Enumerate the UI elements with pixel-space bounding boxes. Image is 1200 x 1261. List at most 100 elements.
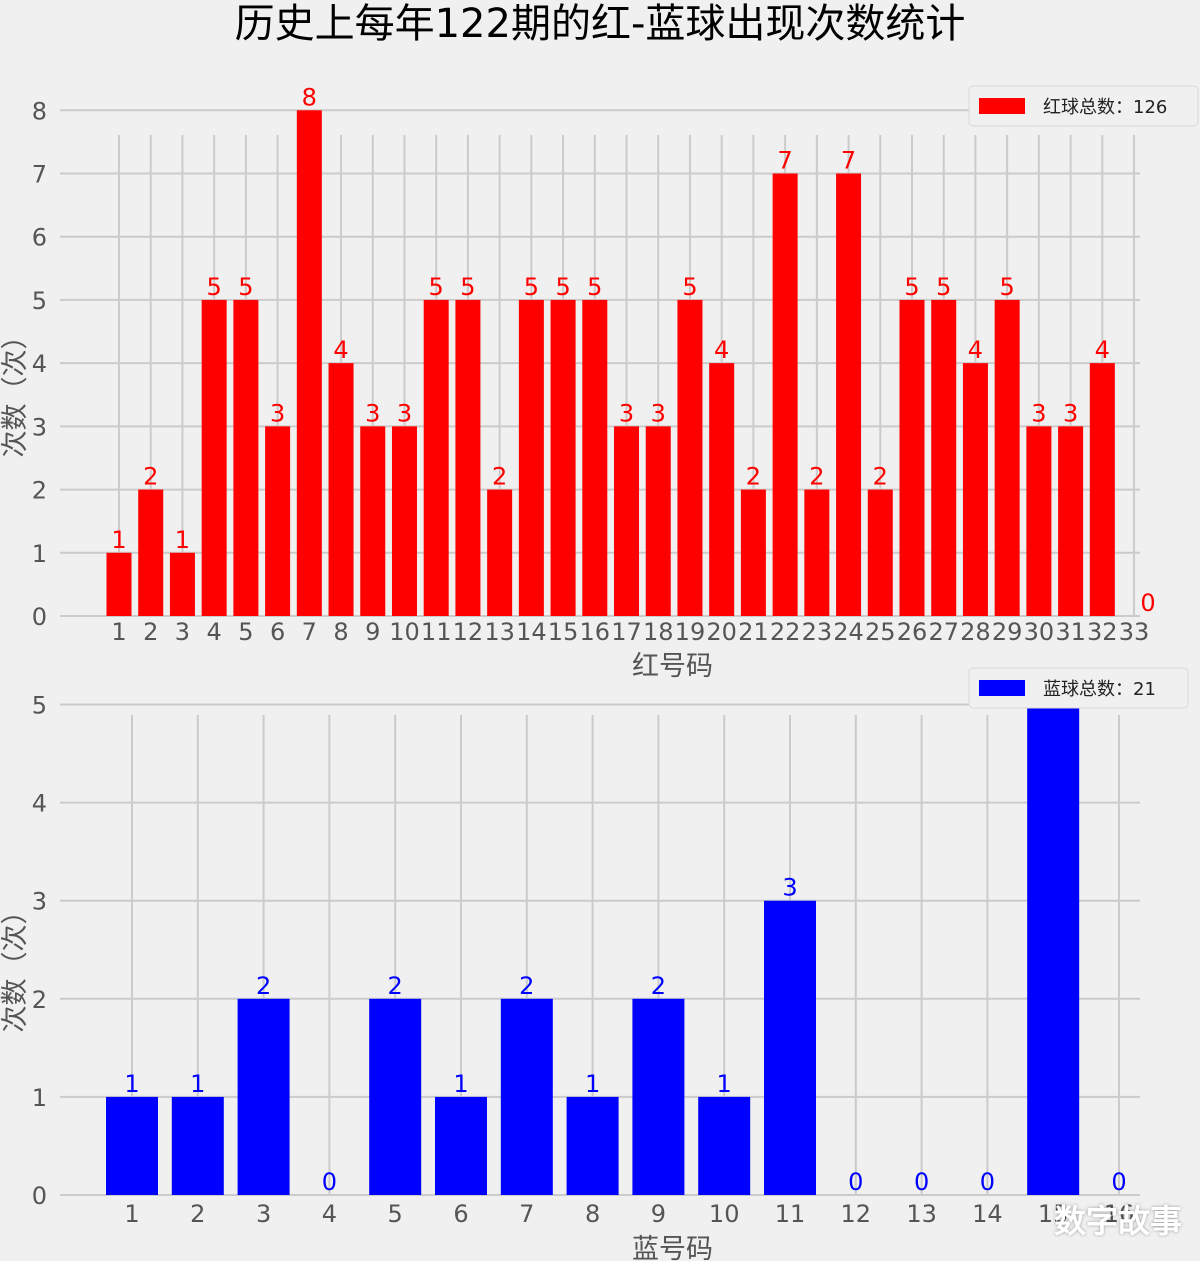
red-bar-value-label: 5 xyxy=(238,273,253,301)
red-bar-value-label: 2 xyxy=(746,463,761,491)
red-legend-label: 红球总数：126 xyxy=(1043,97,1167,118)
blue-bar-value-label: 1 xyxy=(717,1070,732,1098)
red-bar xyxy=(1026,426,1052,616)
red-x-tick-label: 22 xyxy=(770,618,801,646)
red-bar-value-label: 3 xyxy=(619,399,634,427)
red-x-tick-label: 1 xyxy=(111,618,126,646)
blue-y-tick-label: 5 xyxy=(32,692,47,720)
blue-bar-value-label: 1 xyxy=(453,1070,468,1098)
blue-bar-value-label: 1 xyxy=(124,1070,139,1098)
red-bar-value-label: 3 xyxy=(651,399,666,427)
blue-y-axis-label: 次数（次） xyxy=(0,898,31,1033)
blue-bar xyxy=(369,998,422,1195)
red-bar-value-label: 5 xyxy=(524,273,539,301)
blue-x-tick-label: 11 xyxy=(775,1200,806,1228)
red-bar xyxy=(709,363,735,616)
red-x-tick-label: 14 xyxy=(516,618,547,646)
red-bar xyxy=(645,426,671,616)
red-bar xyxy=(360,426,386,616)
blue-x-tick-label: 9 xyxy=(651,1200,666,1228)
red-x-tick-label: 2 xyxy=(143,618,158,646)
red-bar-value-label: 3 xyxy=(1063,399,1078,427)
blue-y-tick-label: 2 xyxy=(32,986,47,1014)
red-x-tick-label: 32 xyxy=(1087,618,1118,646)
red-bar-value-label: 5 xyxy=(460,273,475,301)
blue-y-tick-label: 1 xyxy=(32,1084,47,1112)
red-bar-value-label: 4 xyxy=(333,336,348,364)
blue-bar xyxy=(632,998,685,1195)
red-bar-value-label: 4 xyxy=(1095,336,1110,364)
red-x-tick-label: 28 xyxy=(960,618,991,646)
blue-bar-value-label: 3 xyxy=(782,874,797,902)
red-bar xyxy=(772,173,798,616)
chart-title: 历史上每年122期的红-蓝球出现次数统计 xyxy=(234,1,966,47)
red-bar xyxy=(487,489,513,616)
red-x-tick-label: 23 xyxy=(802,618,833,646)
blue-bar-value-label: 2 xyxy=(651,972,666,1000)
red-bar xyxy=(518,299,544,616)
blue-bar-value-label: 0 xyxy=(914,1168,929,1196)
red-bar xyxy=(582,299,608,616)
red-x-tick-label: 19 xyxy=(675,618,706,646)
red-x-tick-label: 21 xyxy=(738,618,769,646)
blue-y-tick-label: 0 xyxy=(32,1182,47,1210)
blue-bar xyxy=(500,998,553,1195)
blue-y-tick-label: 4 xyxy=(32,790,47,818)
blue-bar-value-label: 0 xyxy=(322,1168,337,1196)
blue-bar-value-label: 0 xyxy=(1111,1168,1126,1196)
red-bar xyxy=(391,426,417,616)
red-bar xyxy=(296,110,322,617)
red-bar xyxy=(867,489,893,616)
red-bar xyxy=(899,299,925,616)
red-bar xyxy=(1058,426,1084,616)
blue-legend-label: 蓝球总数：21 xyxy=(1043,679,1156,700)
red-bar xyxy=(233,299,259,616)
blue-x-tick-label: 7 xyxy=(519,1200,534,1228)
blue-bar-value-label: 2 xyxy=(388,972,403,1000)
red-x-tick-label: 18 xyxy=(643,618,674,646)
blue-bar xyxy=(435,1096,487,1195)
red-x-tick-label: 9 xyxy=(365,618,380,646)
red-x-tick-label: 24 xyxy=(833,618,864,646)
blue-x-tick-label: 6 xyxy=(453,1200,468,1228)
red-bar-value-label: 5 xyxy=(936,273,951,301)
red-legend-swatch xyxy=(979,98,1025,114)
red-bar-value-label: 3 xyxy=(397,399,412,427)
red-x-tick-label: 6 xyxy=(270,618,285,646)
red-y-tick-label: 8 xyxy=(32,97,47,125)
red-bar-value-label: 1 xyxy=(111,526,126,554)
red-x-tick-label: 3 xyxy=(175,618,190,646)
red-bar-value-label: 5 xyxy=(555,273,570,301)
blue-legend xyxy=(968,667,1189,709)
blue-bar xyxy=(106,1096,158,1195)
red-bar xyxy=(962,363,988,616)
blue-x-tick-label: 12 xyxy=(841,1200,872,1228)
red-bar-value-label: 4 xyxy=(714,336,729,364)
blue-x-axis-label: 蓝号码 xyxy=(632,1234,713,1261)
red-x-tick-label: 17 xyxy=(611,618,642,646)
blue-x-tick-label: 2 xyxy=(190,1200,205,1228)
blue-bar xyxy=(698,1096,751,1195)
red-bar-value-label: 3 xyxy=(1031,399,1046,427)
red-x-axis-label: 红号码 xyxy=(632,651,713,682)
red-bar-value-label: 5 xyxy=(587,273,602,301)
red-bar-value-label: 7 xyxy=(841,147,856,175)
red-x-tick-label: 4 xyxy=(207,618,222,646)
blue-bar-value-label: 0 xyxy=(980,1168,995,1196)
red-y-tick-label: 5 xyxy=(32,287,47,315)
red-y-tick-label: 3 xyxy=(32,413,47,441)
red-bar-value-label: 8 xyxy=(302,83,317,111)
blue-bar-value-label: 0 xyxy=(848,1168,863,1196)
blue-bar xyxy=(171,1096,224,1195)
blue-bar-value-label: 1 xyxy=(190,1070,205,1098)
red-x-tick-label: 25 xyxy=(865,618,896,646)
red-x-tick-label: 11 xyxy=(421,618,452,646)
red-x-tick-label: 5 xyxy=(238,618,253,646)
red-bar xyxy=(265,426,291,616)
blue-bar-value-label: 2 xyxy=(256,972,271,1000)
red-x-tick-label: 15 xyxy=(548,618,579,646)
red-bar xyxy=(836,173,862,616)
red-bar-value-label: 2 xyxy=(143,463,158,491)
red-x-tick-label: 13 xyxy=(484,618,515,646)
